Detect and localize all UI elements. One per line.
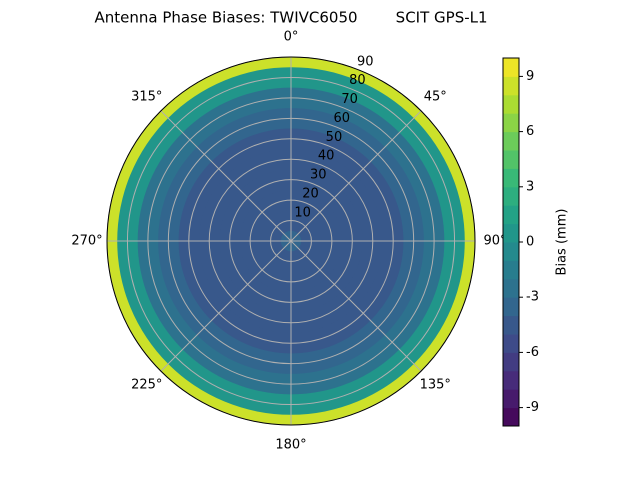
colorbar-band [503,242,519,261]
r-tick-label: 90 [357,54,374,69]
theta-tick-label: 270° [71,234,102,249]
r-tick-label: 30 [310,168,327,183]
colorbar-tick-label: 6 [526,124,534,139]
r-tick-label: 40 [318,149,335,164]
grid-spoke [160,240,292,372]
colorbar-band [503,186,519,206]
theta-tick-label: 45° [424,89,447,104]
colorbar-tick-label: 3 [526,179,534,194]
polar-frame [106,56,476,426]
grid-spoke [290,240,422,372]
r-tick-label: 80 [349,73,366,88]
colorbar-band [503,76,519,96]
grid-spoke [290,110,422,242]
colorbar-band [503,94,519,114]
theta-tick-label: 315° [131,89,162,104]
colorbar-band [503,278,519,298]
colorbar-band [503,334,519,353]
colorbar-band [503,113,519,133]
colorbar-band [503,168,519,188]
colorbar-band [503,205,519,225]
colorbar-band [503,260,519,280]
colorbar-tick-label: -6 [526,345,539,360]
r-tick-label: 60 [333,111,350,126]
colorbar-band [503,370,519,390]
r-tick-label: 20 [302,186,319,201]
colorbar-band [503,389,519,409]
colorbar-band [503,297,519,317]
colorbar-tick-label: -3 [526,290,539,305]
colorbar-tick-label: -9 [526,400,539,415]
colorbar-band [503,407,519,427]
theta-tick-label: 135° [420,378,451,393]
theta-tick-label: 0° [284,30,299,45]
colorbar-band [503,223,519,243]
colorbar-band [503,352,519,372]
theta-tick-label: 225° [131,378,162,393]
theta-tick-label: 90° [483,234,506,249]
colorbar-tick-label: 9 [526,69,534,84]
r-tick-label: 10 [294,205,311,220]
colorbar-band [503,131,519,151]
r-tick-label: 50 [326,130,343,145]
grid-spoke [160,110,292,242]
colorbar-band [503,58,519,77]
colorbar-tick-label: 0 [526,235,534,250]
colorbar-label: Bias (mm) [555,209,570,276]
colorbar-band [503,150,519,169]
chart-title: Antenna Phase Biases: TWIVC6050 SCIT GPS… [94,9,487,27]
theta-tick-label: 180° [275,438,306,453]
r-tick-label: 70 [341,92,358,107]
colorbar-band [503,315,519,335]
